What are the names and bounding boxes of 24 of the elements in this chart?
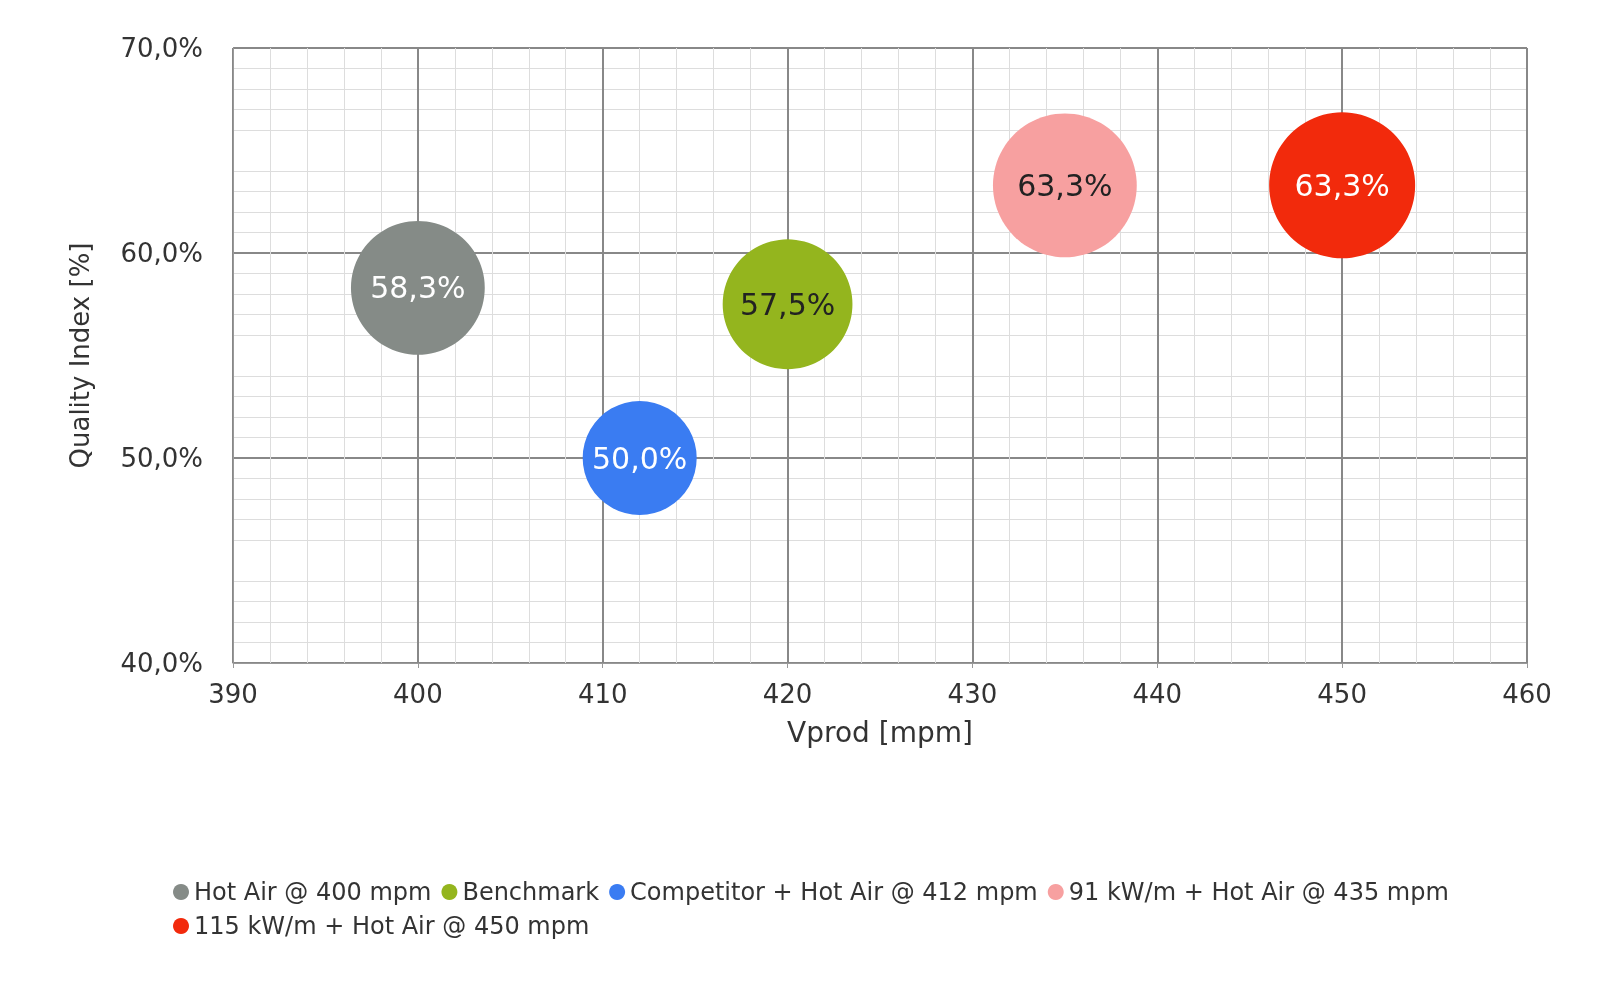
legend-label: Hot Air @ 400 mpm [194,878,432,906]
x-tick-label: 400 [393,679,443,709]
x-tick-label: 430 [947,679,998,709]
data-label: 63,3% [1294,167,1390,203]
x-tick-label: 440 [1132,679,1183,709]
data-label: 50,0% [592,440,688,476]
legend-label: Benchmark [462,878,600,906]
y-tick-label: 40,0% [120,648,203,678]
y-tick-label: 60,0% [120,238,203,268]
legend-label: 91 kW/m + Hot Air @ 435 mpm [1068,878,1449,906]
y-axis-title: Quality Index [%] [65,242,95,469]
x-tick-label: 420 [762,679,813,709]
legend-label: 115 kW/m + Hot Air @ 450 mpm [194,912,590,940]
x-axis-title: Vprod [mpm] [787,715,973,749]
legend-label: Competitor + Hot Air @ 412 mpm [630,878,1038,906]
x-tick-label: 410 [577,679,628,709]
data-label: 58,3% [370,270,466,306]
data-label: 57,5% [739,286,836,322]
data-label: 63,3% [1017,167,1113,203]
y-tick-label: 70,0% [120,33,203,63]
x-tick-label: 450 [1317,679,1367,709]
y-tick-label: 50,0% [120,443,203,473]
x-tick-label: 460 [1502,679,1552,709]
x-tick-label: 390 [208,679,258,709]
